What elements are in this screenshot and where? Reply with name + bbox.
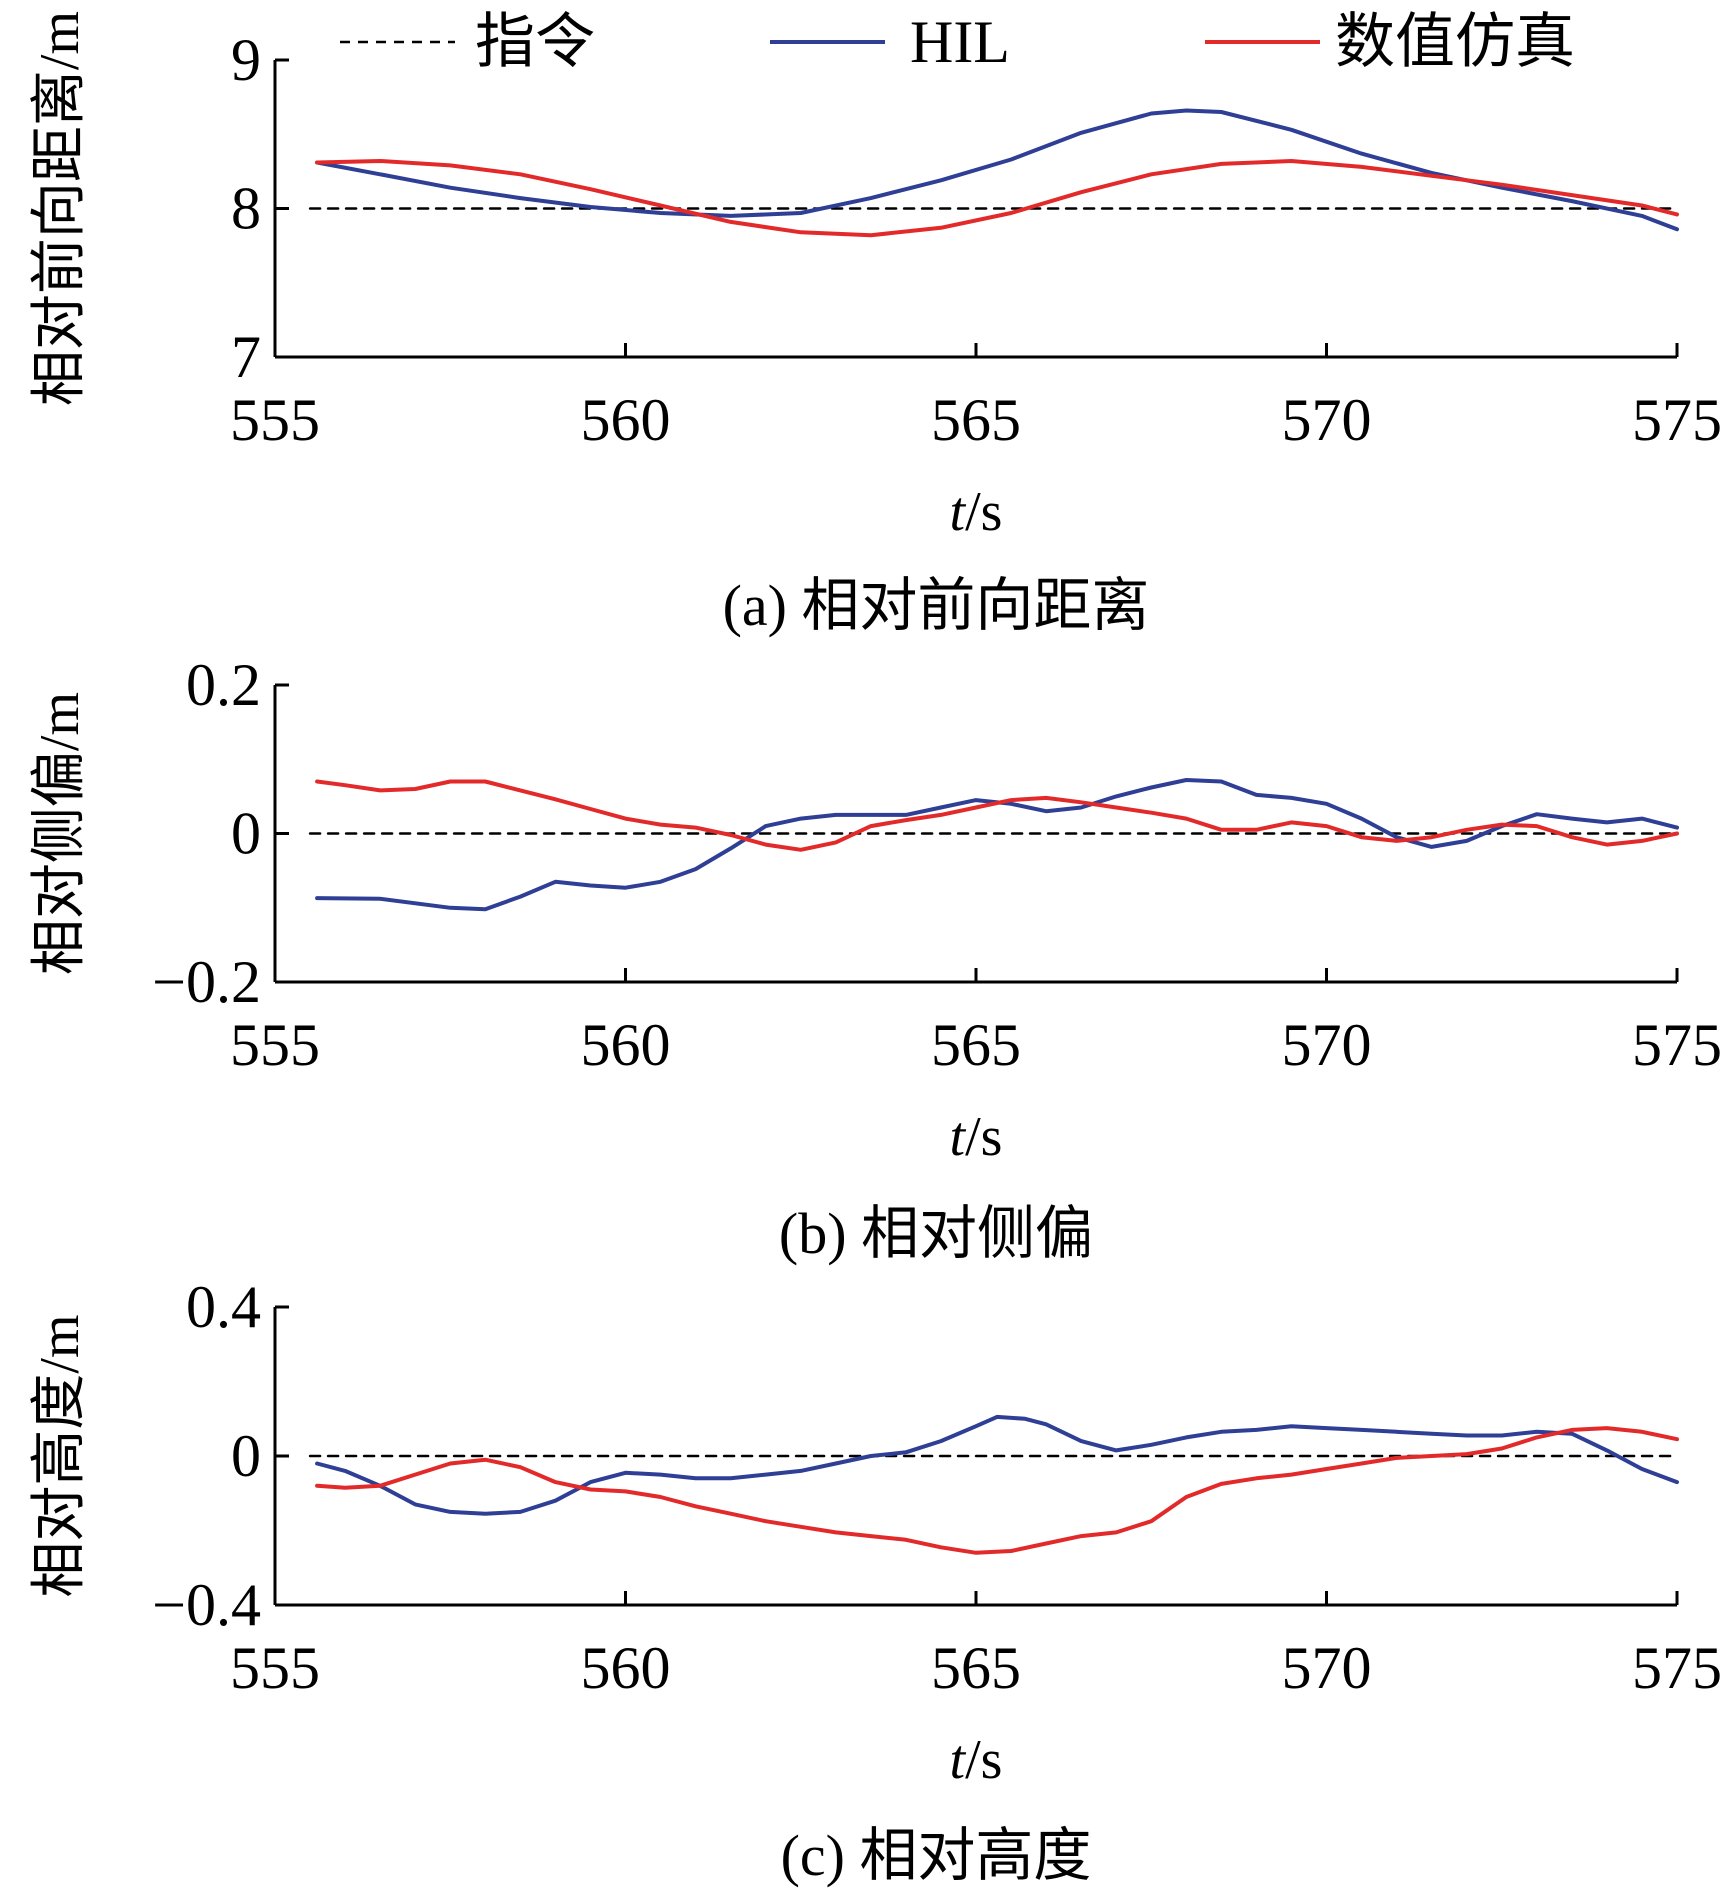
x-axis-title-unit: /s — [965, 481, 1002, 543]
y-tick-label: −0.4 — [152, 1572, 261, 1638]
series-line-hil — [315, 108, 1679, 232]
x-axis-title: t/s — [950, 1106, 1003, 1168]
legend-label: 数值仿真 — [1335, 9, 1575, 75]
y-tick-label: 0 — [231, 801, 261, 867]
series-line-simulation — [315, 779, 1679, 852]
panel-caption: (b) 相对侧偏 — [779, 1201, 1093, 1266]
chart-panel-0: 555 560 565 570 575 7 8 9 t/s 相对前向距离/m (a) 相对前向距离 — [29, 11, 1722, 638]
series-line-simulation — [315, 159, 1679, 238]
x-axis-title-var: t — [950, 1729, 967, 1791]
x-tick-label: 555 — [230, 1012, 320, 1078]
y-tick-label: 8 — [231, 176, 261, 242]
panel-caption: (a) 相对前向距离 — [723, 573, 1150, 638]
y-tick-label: 7 — [231, 324, 261, 390]
x-tick-label: 575 — [1632, 387, 1722, 453]
x-axis-title-var: t — [950, 1106, 967, 1168]
x-axis-title-unit: /s — [965, 1106, 1002, 1168]
series-line-simulation — [315, 1426, 1679, 1555]
y-axis-title: 相对高度/m — [29, 1314, 91, 1597]
x-tick-label: 555 — [230, 387, 320, 453]
legend-label: HIL — [910, 9, 1010, 75]
series-line-hil — [315, 778, 1679, 912]
x-axis-title-unit: /s — [965, 1729, 1002, 1791]
y-tick-label: 9 — [231, 27, 261, 93]
x-axis-title-var: t — [950, 481, 967, 543]
x-axis-title: t/s — [950, 1729, 1003, 1791]
x-tick-label: 555 — [230, 1635, 320, 1701]
x-tick-label: 575 — [1632, 1635, 1722, 1701]
legend: 指令 HIL 数值仿真 — [340, 9, 1575, 75]
x-tick-label: 570 — [1282, 1012, 1372, 1078]
x-tick-label: 565 — [931, 1635, 1021, 1701]
x-tick-label: 560 — [581, 1635, 671, 1701]
chart-panel-2: 555 560 565 570 575 −0.4 0 0.4 t/s 相对高度/m (c) 相对高度 — [29, 1274, 1722, 1888]
y-tick-label: 0.4 — [186, 1274, 261, 1340]
y-axis-title: 相对前向距离/m — [29, 11, 91, 406]
y-tick-label: 0 — [231, 1423, 261, 1489]
x-tick-label: 560 — [581, 387, 671, 453]
series-line-hil — [315, 1414, 1679, 1516]
panel-caption: (c) 相对高度 — [781, 1823, 1092, 1888]
x-tick-label: 575 — [1632, 1012, 1722, 1078]
x-axis-title: t/s — [950, 481, 1003, 543]
x-tick-label: 560 — [581, 1012, 671, 1078]
x-tick-label: 570 — [1282, 387, 1372, 453]
x-tick-label: 565 — [931, 387, 1021, 453]
x-tick-label: 570 — [1282, 1635, 1372, 1701]
legend-label: 指令 — [475, 9, 595, 75]
y-tick-label: −0.2 — [152, 949, 261, 1015]
chart-panel-1: 555 560 565 570 575 −0.2 0 0.2 t/s 相对侧偏/m (b) 相对侧偏 — [29, 652, 1722, 1266]
y-tick-label: 0.2 — [186, 652, 261, 718]
x-tick-label: 565 — [931, 1012, 1021, 1078]
y-axis-title: 相对侧偏/m — [29, 692, 91, 975]
